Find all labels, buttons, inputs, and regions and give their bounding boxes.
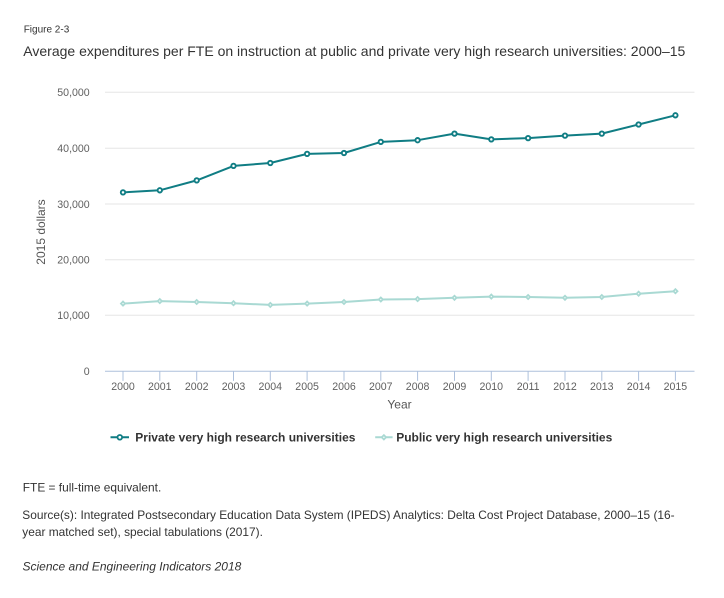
svg-text:2007: 2007 <box>369 381 393 393</box>
svg-text:2009: 2009 <box>443 381 467 393</box>
svg-text:2012: 2012 <box>553 381 577 393</box>
svg-text:2003: 2003 <box>222 381 246 393</box>
svg-text:40,000: 40,000 <box>57 143 90 155</box>
svg-text:Private very high research uni: Private very high research universities <box>135 430 355 444</box>
svg-text:2013: 2013 <box>590 381 614 393</box>
svg-text:20,000: 20,000 <box>57 255 90 267</box>
svg-text:year matched set), special tab: year matched set), special tabulations (… <box>22 525 263 539</box>
svg-text:2011: 2011 <box>517 381 540 393</box>
svg-text:2008: 2008 <box>406 381 430 393</box>
svg-text:2015 dollars: 2015 dollars <box>34 199 48 264</box>
svg-text:2006: 2006 <box>332 381 356 393</box>
svg-text:2002: 2002 <box>185 381 209 393</box>
svg-text:Figure 2-3: Figure 2-3 <box>24 25 70 36</box>
svg-text:Public very high research univ: Public very high research universities <box>396 430 612 444</box>
svg-text:Source(s): Integrated Postseco: Source(s): Integrated Postsecondary Educ… <box>22 508 674 522</box>
svg-text:0: 0 <box>84 366 90 378</box>
svg-text:Average expenditures per FTE o: Average expenditures per FTE on instruct… <box>23 43 685 59</box>
svg-text:2004: 2004 <box>259 381 283 393</box>
svg-text:2005: 2005 <box>295 381 319 393</box>
svg-text:10,000: 10,000 <box>57 310 90 322</box>
svg-text:2015: 2015 <box>664 381 688 393</box>
svg-text:2000: 2000 <box>111 381 135 393</box>
svg-text:2001: 2001 <box>148 381 172 393</box>
svg-text:30,000: 30,000 <box>57 199 90 211</box>
svg-text:FTE = full-time equivalent.: FTE = full-time equivalent. <box>23 481 161 495</box>
svg-text:Year: Year <box>387 398 411 412</box>
svg-text:2014: 2014 <box>627 381 651 393</box>
svg-text:Science and Engineering Indica: Science and Engineering Indicators 2018 <box>23 560 242 574</box>
svg-text:2010: 2010 <box>480 381 504 393</box>
svg-text:50,000: 50,000 <box>57 87 90 99</box>
